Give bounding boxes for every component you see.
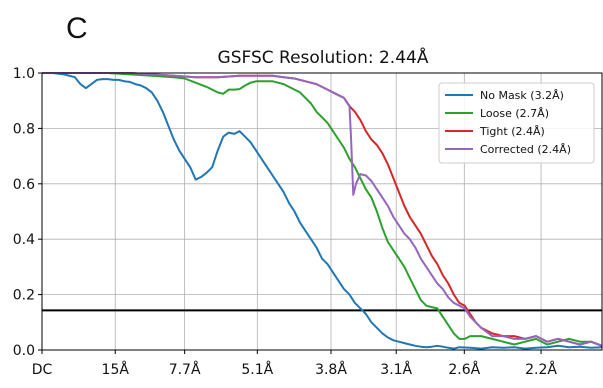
- panel-letter: C: [66, 12, 88, 45]
- x-tick-label: 2.6Å: [448, 361, 480, 378]
- series-group: [42, 72, 603, 350]
- legend: No Mask (3.2Å) Loose (2.7Å) Tight (2.4Å) Co…: [438, 82, 595, 164]
- y-tick-label: 0.8: [13, 121, 35, 137]
- legend-entry: Corrected (2.4Å): [480, 143, 571, 156]
- series-line-1: [42, 72, 603, 347]
- y-tick-label: 0.4: [13, 232, 35, 248]
- y-tick-label: 0.6: [13, 177, 35, 193]
- x-tick-label: 7.7Å: [169, 361, 201, 378]
- x-tick-label: 3.1Å: [380, 361, 412, 378]
- legend-entry: No Mask (3.2Å): [480, 89, 564, 102]
- x-tick-label: 3.8Å: [315, 361, 347, 378]
- legend-box: [438, 82, 595, 164]
- x-tick-label: 5.1Å: [241, 361, 273, 378]
- legend-entry: Tight (2.4Å): [479, 125, 545, 138]
- y-tick-label: 0.0: [13, 343, 35, 359]
- legend-entry: Loose (2.7Å): [480, 107, 549, 120]
- x-tick-label: DC: [32, 362, 53, 378]
- series-line-0: [42, 72, 603, 350]
- chart-title: GSFSC Resolution: 2.44Å: [218, 46, 429, 68]
- series-line-3: [42, 72, 603, 347]
- y-tick-label: 1.0: [13, 66, 35, 82]
- y-tick-label: 0.2: [13, 288, 35, 304]
- x-tick-label: 2.2Å: [525, 361, 557, 378]
- plot-frame: [41, 72, 603, 351]
- x-tick-label: 15Å: [102, 361, 130, 378]
- axis-ticks: DC 15Å 7.7Å 5.1Å 3.8Å 3.1Å 2.6Å 2.2Å 0.0 0.2 0.4 0.…: [13, 66, 558, 378]
